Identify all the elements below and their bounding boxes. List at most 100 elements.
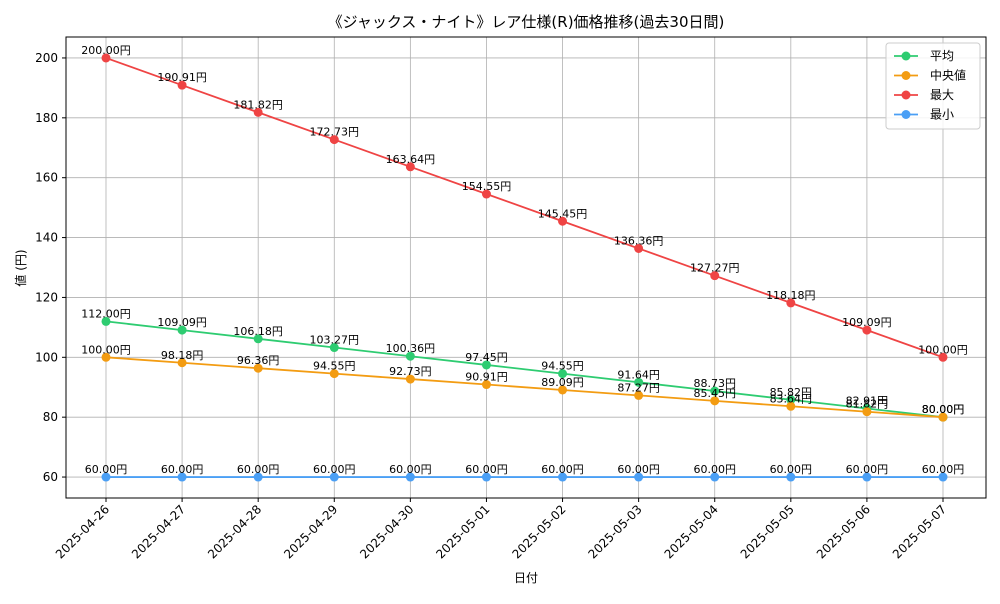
series-line xyxy=(105,320,944,419)
data-point xyxy=(710,271,720,281)
y-tick-label: 80 xyxy=(43,410,58,424)
data-point xyxy=(481,360,491,370)
data-label: 60.00円 xyxy=(85,463,128,476)
data-point xyxy=(634,377,644,387)
x-tick-label: 2025-05-01 xyxy=(433,502,492,561)
data-label: 106.18円 xyxy=(233,325,283,338)
data-label: 60.00円 xyxy=(161,463,204,476)
data-labels: 112.00円 109.09円 106.18円 103.27円 100.36円 97.45… xyxy=(81,44,968,476)
data-point xyxy=(938,412,948,422)
data-point xyxy=(101,53,111,63)
data-point xyxy=(558,369,568,379)
data-label: 100.36円 xyxy=(386,342,436,355)
legend-label: 中央値 xyxy=(930,68,966,83)
legend-label: 最大 xyxy=(930,88,954,102)
data-point xyxy=(177,80,187,90)
data-point xyxy=(862,472,872,482)
data-point xyxy=(786,472,796,482)
series-line xyxy=(105,356,944,419)
legend-label: 最小 xyxy=(930,108,954,122)
data-label: 60.00円 xyxy=(237,463,280,476)
data-label: 91.64円 xyxy=(617,368,660,381)
data-label: 100.00円 xyxy=(918,343,968,356)
data-label: 60.00円 xyxy=(617,463,660,476)
data-point xyxy=(558,216,568,226)
data-point xyxy=(329,369,339,379)
data-label: 83.64円 xyxy=(770,392,813,405)
data-label: 172.73円 xyxy=(310,126,360,139)
data-label: 163.64円 xyxy=(386,153,436,166)
x-tick-label: 2025-04-28 xyxy=(205,502,264,561)
x-tick-label: 2025-05-06 xyxy=(814,502,873,561)
grid xyxy=(66,37,986,498)
data-label: 103.27円 xyxy=(310,334,360,347)
data-point xyxy=(177,358,187,368)
plot-area xyxy=(65,36,987,499)
data-point xyxy=(253,107,263,117)
y-tick-label: 180 xyxy=(35,111,58,125)
data-point xyxy=(405,472,415,482)
y-tick-label: 120 xyxy=(35,290,58,304)
data-point xyxy=(786,298,796,308)
data-label: 94.55円 xyxy=(313,360,356,373)
data-label: 109.09円 xyxy=(842,316,892,329)
data-point xyxy=(101,316,111,326)
data-point xyxy=(405,162,415,172)
x-tick-label: 2025-05-04 xyxy=(662,502,721,561)
data-point xyxy=(862,325,872,335)
data-label: 127.27円 xyxy=(690,262,740,275)
data-point xyxy=(329,135,339,145)
series-line xyxy=(105,57,944,359)
data-point xyxy=(177,325,187,335)
data-label: 85.45円 xyxy=(693,387,736,400)
legend-marker xyxy=(901,71,911,80)
data-point xyxy=(634,472,644,482)
data-point xyxy=(558,472,568,482)
data-point xyxy=(710,396,720,406)
y-tick-label: 160 xyxy=(35,171,58,185)
data-label: 89.09円 xyxy=(541,376,584,389)
data-label: 60.00円 xyxy=(541,463,584,476)
data-point xyxy=(481,472,491,482)
data-label: 190.91円 xyxy=(157,71,207,84)
data-point xyxy=(177,472,187,482)
x-tick-label: 2025-04-30 xyxy=(357,502,416,561)
data-point xyxy=(101,352,111,362)
data-label: 90.91円 xyxy=(465,371,508,384)
data-label: 60.00円 xyxy=(770,463,813,476)
data-label: 60.00円 xyxy=(465,463,508,476)
data-point xyxy=(253,472,263,482)
data-label: 100.00円 xyxy=(81,343,131,356)
data-label: 60.00円 xyxy=(313,463,356,476)
data-point xyxy=(329,472,339,482)
chart-title: 《ジャックス・ナイト》レア仕様(R)価格推移(過去30日間) xyxy=(328,13,725,31)
data-label: 60.00円 xyxy=(922,463,965,476)
data-label: 181.82円 xyxy=(233,98,283,111)
data-point xyxy=(253,363,263,373)
data-label: 112.00円 xyxy=(81,307,131,320)
data-point xyxy=(481,380,491,390)
data-label: 200.00円 xyxy=(81,44,131,57)
data-point xyxy=(634,390,644,400)
y-tick-label: 60 xyxy=(43,470,58,484)
data-point xyxy=(938,472,948,482)
axis-ticks: 2025-04-26 2025-04-27 2025-04-28 2025-04-29… xyxy=(35,51,949,561)
data-point xyxy=(786,395,796,405)
data-label: 118.18円 xyxy=(766,289,816,302)
x-tick-label: 2025-05-05 xyxy=(738,502,797,561)
data-label: 94.55円 xyxy=(541,360,584,373)
data-point xyxy=(710,472,720,482)
data-label: 97.45円 xyxy=(465,351,508,364)
data-point xyxy=(481,189,491,199)
data-label: 109.09円 xyxy=(157,316,207,329)
data-label: 92.73円 xyxy=(389,365,432,378)
legend-marker xyxy=(901,51,911,61)
y-axis-label: 値 (円) xyxy=(13,249,28,286)
data-point xyxy=(710,386,720,396)
data-point xyxy=(405,374,415,384)
data-point xyxy=(558,385,568,395)
data-point xyxy=(405,351,415,361)
